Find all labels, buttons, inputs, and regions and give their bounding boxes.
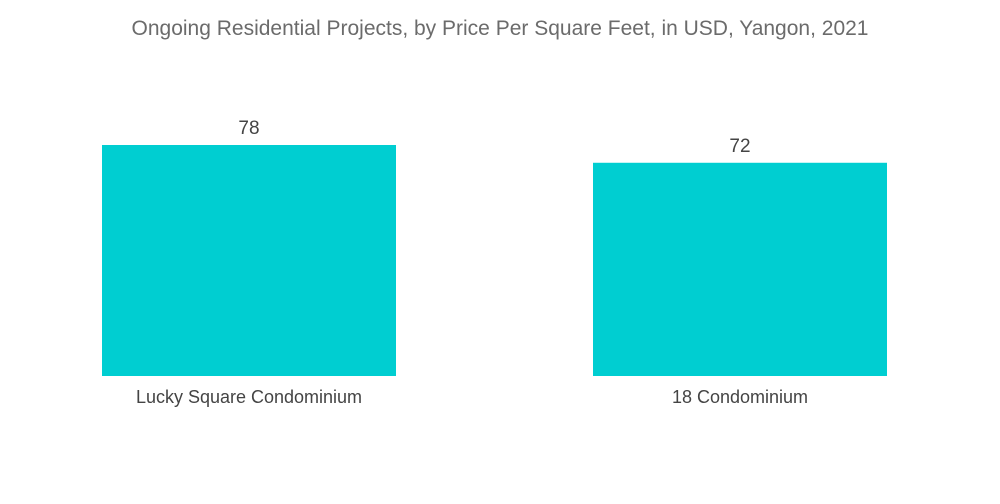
category-label-1: 18 Condominium xyxy=(672,387,808,407)
chart-title: Ongoing Residential Projects, by Price P… xyxy=(131,17,869,40)
data-label-1: 72 xyxy=(729,136,750,157)
bar-0 xyxy=(102,145,396,376)
bar-1 xyxy=(593,162,887,376)
category-label-0: Lucky Square Condominium xyxy=(136,387,362,407)
data-label-0: 78 xyxy=(238,118,259,139)
